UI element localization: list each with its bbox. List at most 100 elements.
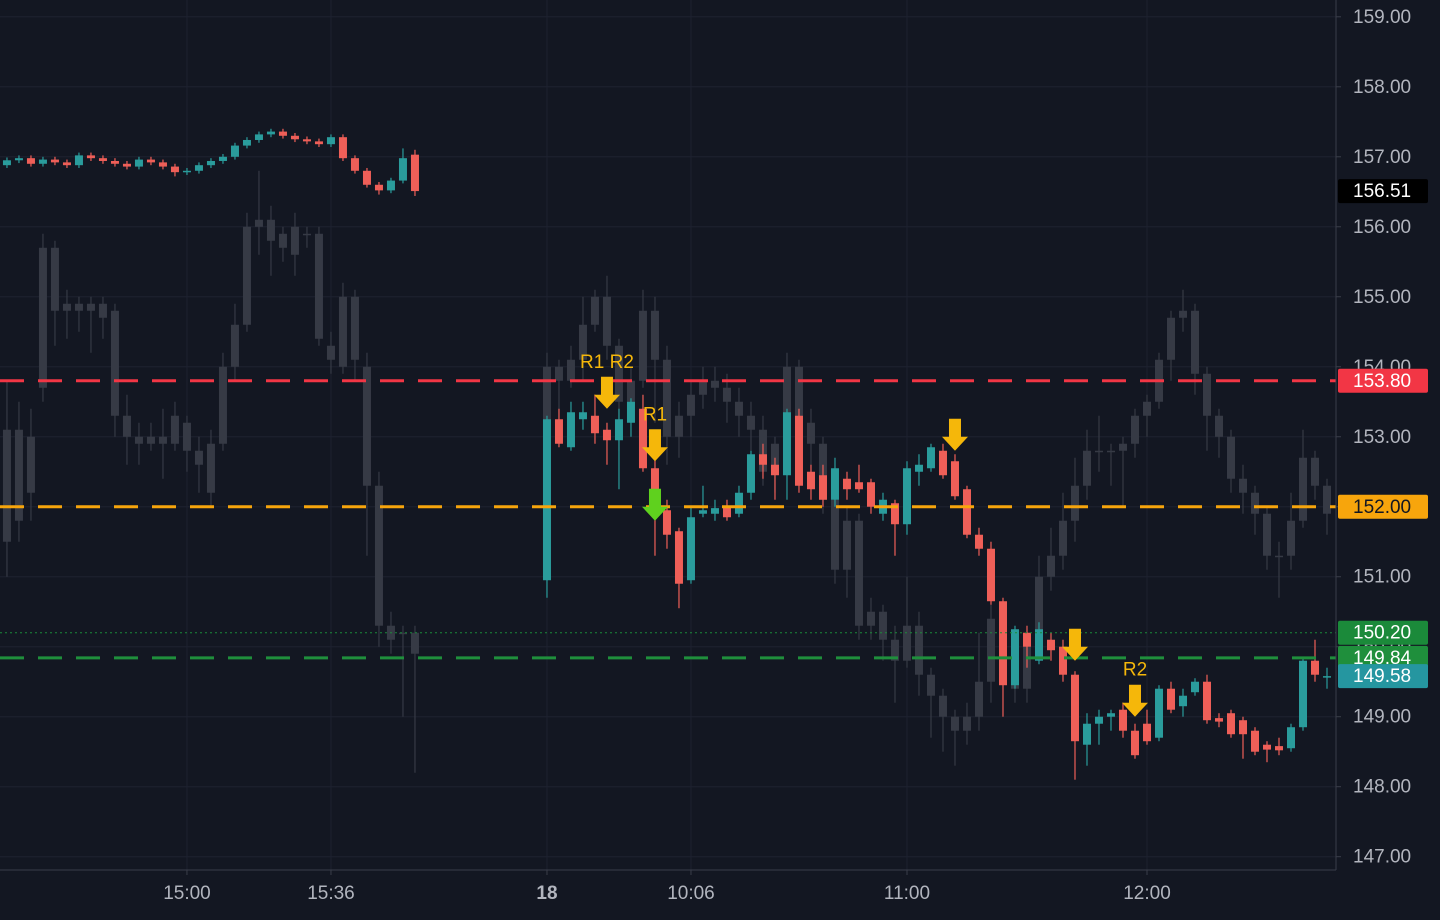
candle-body (194, 165, 203, 171)
candle-body (1142, 723, 1151, 742)
candle-body (590, 296, 599, 325)
signal-label: R1 (643, 404, 667, 425)
x-tick-label: 15:36 (307, 883, 355, 904)
candle-body (1322, 676, 1331, 678)
price-tag (1338, 620, 1428, 645)
candle-body (650, 310, 659, 360)
candle-body (158, 436, 167, 444)
candle-body (830, 499, 839, 570)
candle-body (1322, 485, 1331, 514)
candle-body (914, 625, 923, 675)
candle-body (566, 359, 575, 381)
candle-body (842, 478, 851, 490)
candle-body (698, 380, 707, 395)
candle-body (1058, 646, 1067, 675)
candle-body (1058, 520, 1067, 556)
candle-body (722, 506, 731, 518)
candle-body (986, 548, 995, 602)
candle-body (230, 324, 239, 367)
candle-body (1046, 639, 1055, 651)
candle-body (1214, 718, 1223, 722)
levels (0, 379, 1336, 660)
y-tick-label: 157.00 (1353, 147, 1411, 168)
candle-body (710, 508, 719, 514)
candle-body (1202, 681, 1211, 721)
candle-body (890, 503, 899, 525)
price-tag-label: 153.80 (1353, 371, 1411, 392)
signal-label: R2 (1123, 660, 1147, 681)
candle-body (290, 135, 299, 140)
candle-body (158, 162, 167, 167)
candle-body (146, 436, 155, 444)
candle-body (554, 419, 563, 444)
candle-series (542, 394, 1331, 780)
candle-body (146, 159, 155, 163)
candle-body (266, 219, 275, 241)
candle-body (254, 134, 263, 140)
candle-body (542, 419, 551, 581)
signal-arrow (1061, 628, 1088, 661)
candle-body (806, 471, 815, 490)
candle-body (1190, 681, 1199, 693)
candle-body (326, 345, 335, 360)
price-tag (1338, 179, 1428, 204)
candle-body (1274, 746, 1283, 751)
candle-body (602, 296, 611, 346)
signal-arrow (941, 418, 968, 451)
candle-body (398, 632, 407, 635)
candle-body (362, 170, 371, 185)
signal-arrow (641, 429, 668, 462)
candle-body (1070, 485, 1079, 521)
candle-body (1262, 744, 1271, 750)
candle-body (26, 158, 35, 164)
candle-body (662, 359, 671, 437)
candle-body (626, 380, 635, 402)
candle-body (746, 454, 755, 493)
candle-body (1046, 555, 1055, 577)
price-tag-label: 156.51 (1353, 181, 1411, 202)
candle-body (1010, 629, 1019, 686)
candle-body (134, 436, 143, 444)
candle-body (1202, 373, 1211, 416)
candle-body (98, 303, 107, 318)
candle-body (254, 219, 263, 227)
candle-body (110, 310, 119, 416)
candle-body (1190, 310, 1199, 374)
candle-body (386, 180, 395, 191)
price-tag-label: 150.20 (1353, 623, 1411, 644)
candle-body (746, 415, 755, 430)
candles (2, 128, 1331, 780)
candle-body (1154, 688, 1163, 738)
candle-body (302, 139, 311, 142)
candle-body (206, 160, 215, 166)
candle-body (1082, 723, 1091, 745)
x-tick-label: 12:00 (1123, 883, 1171, 904)
candle-body (938, 450, 947, 476)
signal-arrow (593, 376, 620, 409)
candle-body (974, 534, 983, 549)
candle-body (1250, 730, 1259, 752)
signal-arrow (1121, 684, 1148, 717)
candle-body (950, 461, 959, 497)
candle-body (38, 247, 47, 388)
candle-body (734, 401, 743, 416)
candle-body (866, 611, 875, 626)
candle-body (122, 415, 131, 437)
candle-body (998, 601, 1007, 686)
candle-body (1238, 720, 1247, 735)
y-tick-label: 149.00 (1353, 707, 1411, 728)
candle-body (674, 531, 683, 584)
candle-body (218, 156, 227, 161)
signal-arrow (641, 488, 668, 521)
candle-body (878, 611, 887, 640)
candle-body (1226, 713, 1235, 735)
candle-body (1106, 450, 1115, 453)
candle-body (410, 154, 419, 192)
candle-body (1250, 492, 1259, 514)
candle-body (830, 468, 839, 500)
candle-body (206, 443, 215, 493)
candle-body (854, 482, 863, 490)
y-tick-label: 158.00 (1353, 77, 1411, 98)
candle-body (314, 233, 323, 339)
